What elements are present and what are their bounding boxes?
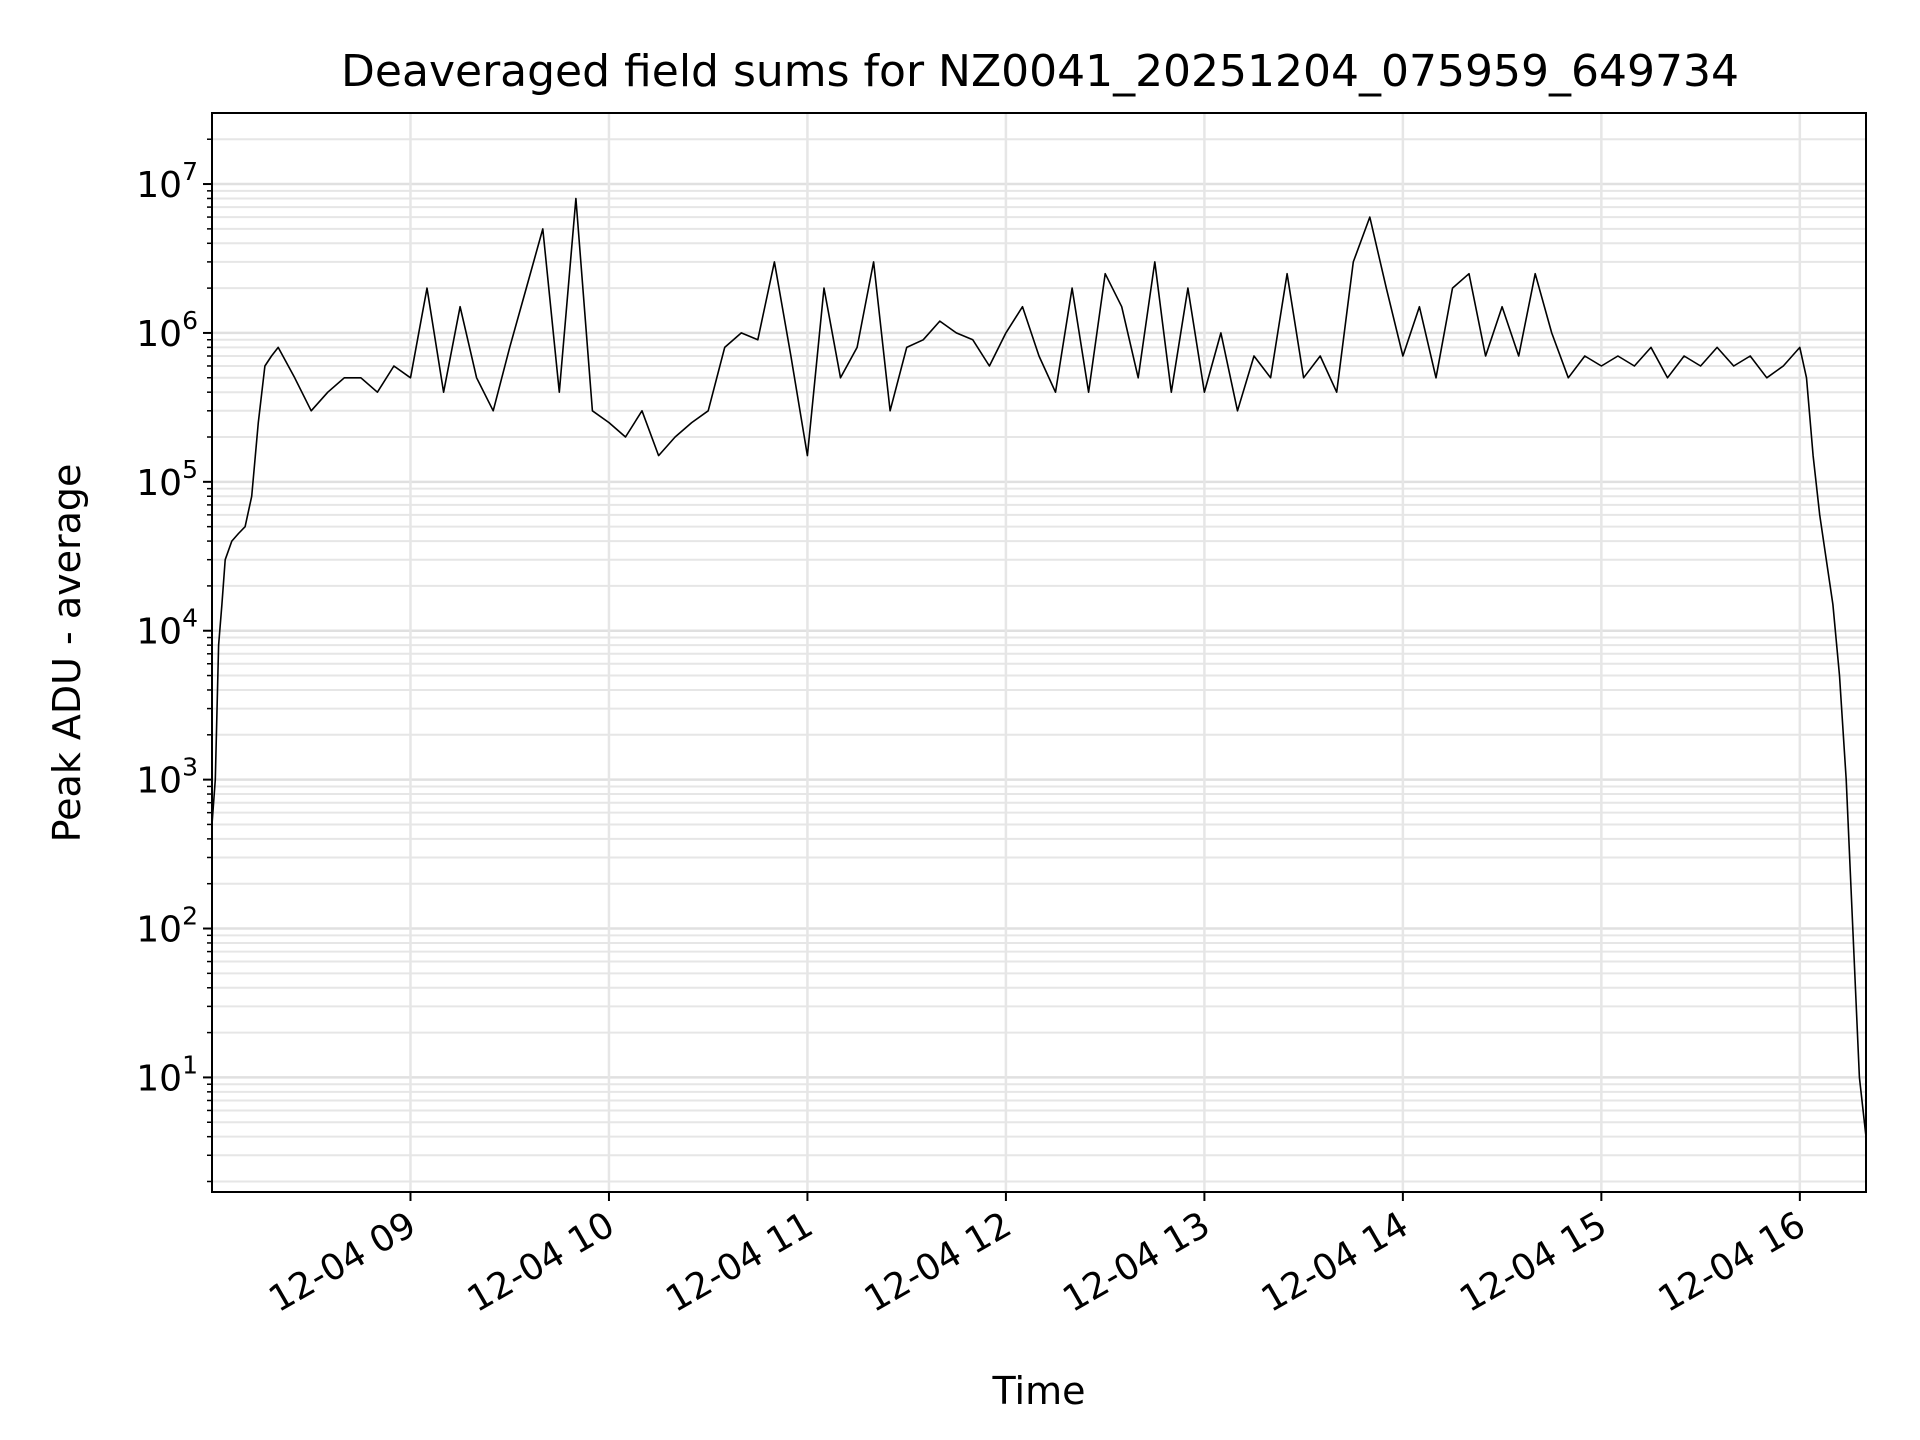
chart-title: Deaveraged field sums for NZ0041_2025120… (341, 46, 1739, 97)
y-tick-label: 105 (136, 455, 198, 504)
y-tick-label: 103 (136, 753, 198, 802)
x-axis-label: Time (992, 1369, 1086, 1413)
x-tick-label: 12-04 11 (659, 1204, 820, 1320)
y-tick-label: 106 (136, 306, 198, 355)
x-tick-label: 12-04 12 (858, 1204, 1019, 1320)
x-tick-label: 12-04 10 (461, 1204, 622, 1320)
y-axis: 101 102 103 104 105 106 107 (136, 138, 212, 1183)
x-tick-label: 12-04 16 (1652, 1204, 1813, 1320)
x-tick-label: 12-04 14 (1255, 1204, 1416, 1320)
grid-lines (212, 113, 1866, 1192)
x-axis: 12-04 09 12-04 10 12-04 11 12-04 12 12-04 13… (262, 1192, 1812, 1321)
plot-frame (211, 112, 1867, 1193)
x-tick-label: 12-04 15 (1453, 1204, 1614, 1320)
series-line (211, 197, 1867, 1137)
series-layer (211, 197, 1867, 1137)
y-tick-label: 107 (136, 157, 198, 206)
y-tick-label: 101 (136, 1050, 198, 1099)
x-tick-label: 12-04 13 (1056, 1204, 1217, 1320)
y-axis-label: Peak ADU - average (45, 464, 89, 843)
x-tick-label: 12-04 09 (262, 1204, 423, 1320)
y-tick-label: 102 (136, 902, 198, 951)
y-tick-label: 104 (136, 604, 198, 653)
